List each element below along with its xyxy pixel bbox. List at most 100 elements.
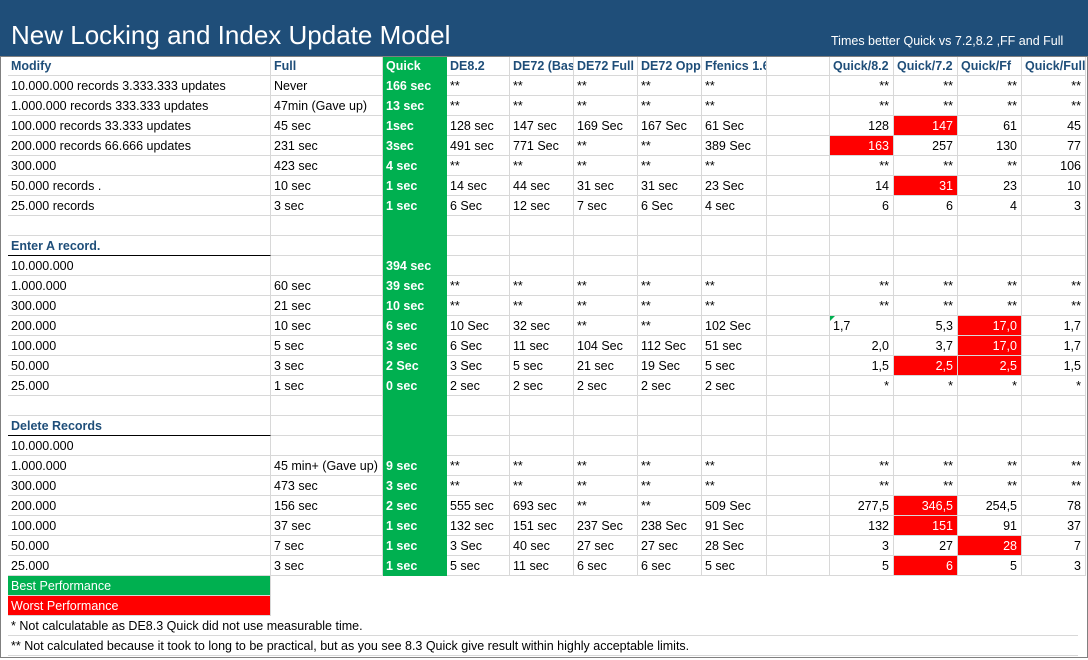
table-cell[interactable] [702, 216, 767, 236]
table-cell[interactable]: 300.000 [8, 476, 271, 496]
table-cell[interactable] [574, 236, 638, 256]
table-cell[interactable]: 151 sec [510, 516, 574, 536]
table-cell[interactable]: 2 sec [574, 376, 638, 396]
table-cell[interactable] [271, 256, 383, 276]
table-cell[interactable]: ** [702, 296, 767, 316]
table-cell[interactable]: ** [958, 156, 1022, 176]
column-header[interactable]: DE72 (Basic [510, 56, 574, 76]
table-cell[interactable]: 2,0 [830, 336, 894, 356]
table-cell[interactable] [1022, 256, 1086, 276]
table-cell[interactable]: ** [830, 476, 894, 496]
table-cell[interactable]: ** [638, 76, 702, 96]
table-cell[interactable]: 37 [1022, 516, 1086, 536]
table-cell[interactable]: 277,5 [830, 496, 894, 516]
table-cell[interactable] [830, 436, 894, 456]
table-cell[interactable] [510, 216, 574, 236]
table-cell[interactable]: 4 sec [383, 156, 447, 176]
table-cell[interactable]: 1,7 [1022, 336, 1086, 356]
table-cell[interactable]: 14 sec [447, 176, 510, 196]
table-cell[interactable] [271, 436, 383, 456]
table-cell[interactable]: ** [830, 156, 894, 176]
table-cell[interactable]: ** [447, 276, 510, 296]
table-cell[interactable] [767, 456, 830, 476]
table-cell[interactable]: 17,0 [958, 316, 1022, 336]
table-cell[interactable] [1022, 236, 1086, 256]
table-cell[interactable] [702, 416, 767, 436]
table-cell[interactable] [638, 236, 702, 256]
table-cell[interactable]: ** [447, 296, 510, 316]
table-cell[interactable]: 1 sec [271, 376, 383, 396]
table-cell[interactable]: ** [574, 76, 638, 96]
table-cell[interactable] [447, 236, 510, 256]
table-cell[interactable]: 1 sec [383, 536, 447, 556]
table-cell[interactable] [767, 336, 830, 356]
table-cell[interactable] [638, 256, 702, 276]
table-cell[interactable]: ** [958, 476, 1022, 496]
table-cell[interactable]: 21 sec [271, 296, 383, 316]
table-cell[interactable]: 1,7 [830, 316, 894, 336]
table-cell[interactable]: ** [830, 456, 894, 476]
table-cell[interactable]: 128 [830, 116, 894, 136]
table-cell[interactable]: ** [894, 276, 958, 296]
table-cell[interactable]: 2,5 [958, 356, 1022, 376]
table-cell[interactable]: 9 sec [383, 456, 447, 476]
table-cell[interactable] [767, 496, 830, 516]
table-cell[interactable]: 6 Sec [447, 336, 510, 356]
table-cell[interactable] [958, 396, 1022, 416]
table-cell[interactable]: ** [447, 96, 510, 116]
table-cell[interactable] [510, 436, 574, 456]
table-cell[interactable]: 28 [958, 536, 1022, 556]
table-cell[interactable] [767, 76, 830, 96]
table-cell[interactable] [574, 416, 638, 436]
column-header[interactable]: DE72 Full [574, 56, 638, 76]
table-cell[interactable] [767, 316, 830, 336]
table-cell[interactable] [767, 556, 830, 576]
table-cell[interactable]: 693 sec [510, 496, 574, 516]
table-cell[interactable]: 2 sec [702, 376, 767, 396]
table-cell[interactable] [894, 416, 958, 436]
table-cell[interactable]: 25.000 [8, 556, 271, 576]
table-cell[interactable]: 555 sec [447, 496, 510, 516]
table-cell[interactable]: 1.000.000 [8, 276, 271, 296]
table-cell[interactable]: 1 sec [383, 516, 447, 536]
column-header[interactable]: DE72 Opp [638, 56, 702, 76]
table-cell[interactable]: ** [702, 456, 767, 476]
table-cell[interactable]: ** [894, 296, 958, 316]
table-cell[interactable] [383, 396, 447, 416]
table-cell[interactable]: 13 sec [383, 96, 447, 116]
table-cell[interactable] [574, 436, 638, 456]
table-cell[interactable]: 2 sec [447, 376, 510, 396]
table-cell[interactable]: 3 [830, 536, 894, 556]
table-cell[interactable]: 32 sec [510, 316, 574, 336]
table-cell[interactable]: 237 Sec [574, 516, 638, 536]
table-cell[interactable]: 104 Sec [574, 336, 638, 356]
table-cell[interactable]: 5 [958, 556, 1022, 576]
table-cell[interactable] [767, 416, 830, 436]
table-cell[interactable] [447, 416, 510, 436]
column-header[interactable]: Quick/Full [1022, 56, 1086, 76]
table-cell[interactable]: 1,5 [830, 356, 894, 376]
table-cell[interactable] [1022, 416, 1086, 436]
table-cell[interactable]: 27 [894, 536, 958, 556]
table-cell[interactable]: 100.000 [8, 516, 271, 536]
table-cell[interactable] [767, 216, 830, 236]
table-cell[interactable]: 21 sec [574, 356, 638, 376]
table-cell[interactable]: ** [510, 156, 574, 176]
table-cell[interactable]: ** [574, 96, 638, 116]
table-cell[interactable] [958, 436, 1022, 456]
table-cell[interactable]: * [1022, 376, 1086, 396]
table-cell[interactable]: ** [574, 276, 638, 296]
table-cell[interactable] [767, 256, 830, 276]
table-cell[interactable]: 2,5 [894, 356, 958, 376]
table-cell[interactable]: 10 [1022, 176, 1086, 196]
table-cell[interactable]: 45 min+ (Gave up) [271, 456, 383, 476]
table-cell[interactable]: ** [638, 476, 702, 496]
table-cell[interactable]: 1 sec [383, 176, 447, 196]
table-cell[interactable]: 3 [1022, 556, 1086, 576]
table-cell[interactable]: ** [830, 76, 894, 96]
table-cell[interactable] [638, 216, 702, 236]
table-cell[interactable]: 3 Sec [447, 536, 510, 556]
table-cell[interactable] [958, 236, 1022, 256]
table-cell[interactable]: 5 sec [447, 556, 510, 576]
table-cell[interactable]: 1 sec [383, 196, 447, 216]
